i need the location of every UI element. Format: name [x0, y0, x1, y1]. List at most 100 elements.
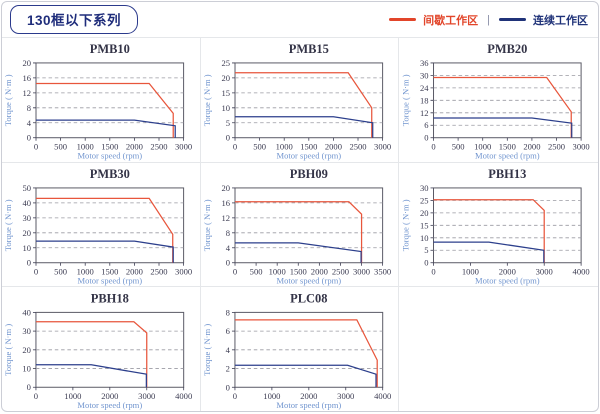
svg-text:0: 0 — [34, 142, 38, 152]
chart-grid: PMB10 0 4 8 12 16 20 0 500 1000 1500 2000 2500 3000 Mo… — [2, 37, 598, 411]
svg-text:1000: 1000 — [275, 142, 292, 152]
pmb30-chart: PMB30 0 10 20 30 40 50 0 500 1000 1500 2000 2500 3000… — [2, 162, 201, 288]
svg-text:1500: 1500 — [289, 266, 306, 276]
intermittent-zone-line-icon — [389, 18, 417, 21]
svg-text:500: 500 — [253, 142, 266, 152]
svg-text:Motor speed (rpm): Motor speed (rpm) — [276, 275, 341, 285]
svg-text:PMB15: PMB15 — [288, 42, 328, 56]
svg-text:6: 6 — [425, 120, 430, 130]
svg-text:0: 0 — [432, 142, 436, 152]
svg-text:36: 36 — [420, 58, 429, 68]
svg-text:Torque ( N·m ): Torque ( N·m ) — [401, 199, 411, 251]
svg-text:4: 4 — [225, 345, 230, 355]
pmb15-chart: PMB15 0 5 10 15 20 25 0 500 1000 1500 2000 2500 3000 M… — [200, 38, 400, 163]
svg-text:6: 6 — [225, 326, 230, 336]
svg-text:3000: 3000 — [337, 392, 354, 402]
svg-text:30: 30 — [22, 213, 31, 223]
svg-text:2: 2 — [225, 364, 229, 374]
svg-text:0: 0 — [225, 383, 229, 393]
svg-text:10: 10 — [221, 103, 230, 113]
svg-text:30: 30 — [420, 70, 429, 80]
svg-text:50: 50 — [22, 183, 31, 193]
pbh18-chart: PBH18 0 10 20 30 40 0 1000 2000 3000 4000 Motor spe… — [2, 287, 201, 411]
svg-text:3000: 3000 — [353, 266, 370, 276]
svg-text:2500: 2500 — [349, 142, 366, 152]
svg-text:4000: 4000 — [175, 392, 192, 402]
svg-text:Motor speed (rpm): Motor speed (rpm) — [276, 151, 341, 161]
pbh09-chart: PBH09 0 4 8 12 16 20 0 500 1000 1500 2000 2500 3000 35… — [200, 162, 400, 288]
svg-text:2000: 2000 — [524, 142, 541, 152]
continuous-zone-label: 连续工作区 — [533, 14, 588, 27]
svg-text:0: 0 — [225, 257, 229, 267]
svg-text:0: 0 — [225, 133, 229, 143]
svg-text:8: 8 — [225, 308, 229, 318]
svg-text:Torque ( N·m ): Torque ( N·m ) — [202, 74, 212, 126]
svg-text:0: 0 — [27, 383, 31, 393]
svg-text:30: 30 — [420, 183, 429, 193]
svg-text:25: 25 — [420, 195, 429, 205]
svg-text:1000: 1000 — [268, 266, 285, 276]
svg-text:1000: 1000 — [462, 266, 479, 276]
svg-text:1000: 1000 — [263, 392, 280, 402]
svg-text:30: 30 — [22, 326, 31, 336]
svg-text:18: 18 — [420, 95, 429, 105]
svg-text:2000: 2000 — [310, 266, 327, 276]
svg-text:4000: 4000 — [573, 266, 590, 276]
svg-text:500: 500 — [54, 142, 67, 152]
svg-text:1500: 1500 — [499, 142, 516, 152]
svg-text:25: 25 — [221, 58, 230, 68]
svg-text:Motor speed (rpm): Motor speed (rpm) — [276, 401, 341, 411]
pmb20-chart: PMB20 0 6 12 18 24 30 36 0 500 1000 1500 2000 2500 300… — [399, 38, 598, 163]
svg-text:PLC08: PLC08 — [290, 292, 327, 306]
svg-text:Torque ( N·m ): Torque ( N·m ) — [3, 74, 13, 126]
svg-text:PMB10: PMB10 — [90, 42, 130, 56]
svg-text:0: 0 — [233, 142, 237, 152]
svg-text:PMB20: PMB20 — [488, 42, 528, 56]
svg-text:PMB30: PMB30 — [90, 167, 130, 181]
continuous-zone-line-icon — [499, 18, 526, 21]
svg-text:3000: 3000 — [536, 266, 553, 276]
svg-text:4000: 4000 — [374, 392, 391, 402]
svg-text:0: 0 — [27, 257, 31, 267]
empty-cell — [399, 287, 598, 411]
svg-text:Torque ( N·m ): Torque ( N·m ) — [3, 199, 13, 251]
svg-text:10: 10 — [22, 364, 31, 374]
svg-text:3000: 3000 — [374, 142, 391, 152]
svg-text:2500: 2500 — [332, 266, 349, 276]
svg-text:1000: 1000 — [474, 142, 491, 152]
svg-text:0: 0 — [233, 266, 237, 276]
svg-text:3500: 3500 — [374, 266, 391, 276]
svg-text:5: 5 — [225, 118, 229, 128]
svg-text:1000: 1000 — [77, 142, 94, 152]
svg-text:16: 16 — [221, 198, 230, 208]
svg-text:10: 10 — [420, 232, 429, 242]
svg-text:0: 0 — [27, 133, 31, 143]
legend: 间歇工作区 | 连续工作区 — [389, 12, 588, 28]
svg-text:2000: 2000 — [126, 266, 143, 276]
svg-text:5: 5 — [425, 245, 429, 255]
pbh13-chart: PBH13 0 5 10 15 20 25 30 0 1000 2000 3000 4000 Motor … — [399, 163, 598, 288]
series-title-box: 130框以下系列 — [10, 5, 139, 34]
svg-text:Motor speed (rpm): Motor speed (rpm) — [77, 401, 142, 411]
svg-text:0: 0 — [34, 266, 38, 276]
svg-text:0: 0 — [425, 133, 429, 143]
svg-text:Torque ( N·m ): Torque ( N·m ) — [3, 324, 13, 376]
svg-text:4: 4 — [225, 242, 230, 252]
svg-text:20: 20 — [22, 227, 31, 237]
svg-text:20: 20 — [420, 208, 429, 218]
svg-text:2000: 2000 — [300, 392, 317, 402]
svg-text:2000: 2000 — [101, 392, 118, 402]
svg-text:3000: 3000 — [175, 266, 192, 276]
svg-text:24: 24 — [420, 83, 429, 93]
svg-text:20: 20 — [221, 183, 230, 193]
svg-text:Motor speed (rpm): Motor speed (rpm) — [77, 275, 142, 285]
svg-text:12: 12 — [420, 108, 429, 118]
svg-text:2500: 2500 — [150, 266, 167, 276]
header: 130框以下系列 间歇工作区 | 连续工作区 — [2, 2, 598, 37]
svg-text:Motor speed (rpm): Motor speed (rpm) — [77, 151, 142, 161]
svg-text:15: 15 — [221, 88, 230, 98]
svg-text:Motor speed (rpm): Motor speed (rpm) — [475, 275, 540, 285]
svg-text:3000: 3000 — [175, 142, 192, 152]
svg-text:8: 8 — [27, 103, 31, 113]
